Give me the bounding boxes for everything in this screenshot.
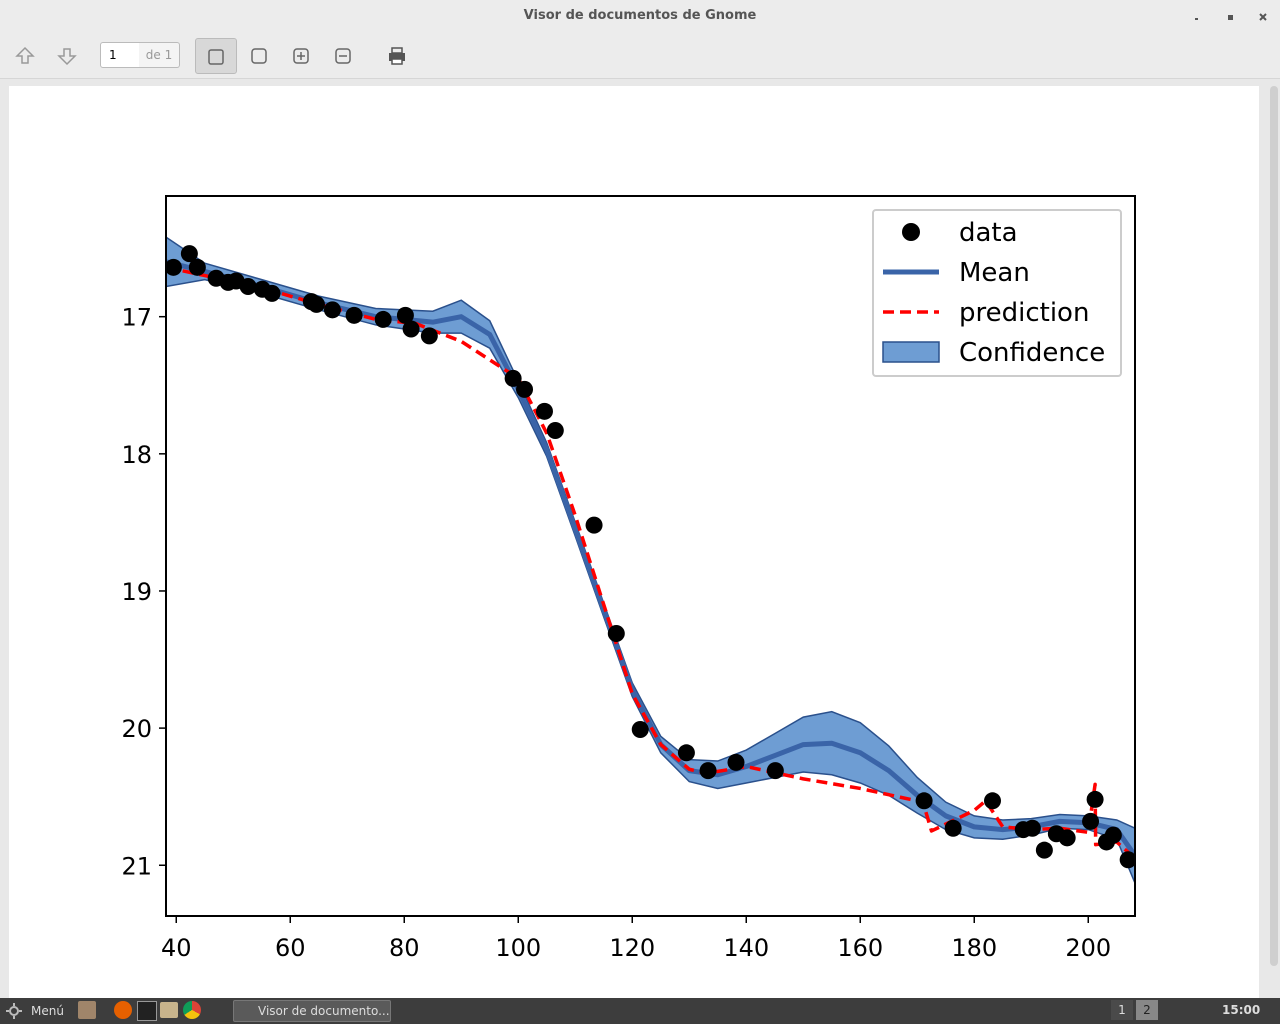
y-tick-label: 20 xyxy=(121,715,152,743)
x-tick-label: 120 xyxy=(609,934,655,962)
title-bar: Visor de documentos de Gnome xyxy=(0,0,1280,32)
data-point xyxy=(585,516,603,534)
data-point xyxy=(323,301,341,319)
data-point xyxy=(516,380,534,398)
x-tick-label: 40 xyxy=(161,934,192,962)
toolbar: 1 de 1 xyxy=(0,32,1280,79)
y-tick-label: 19 xyxy=(121,578,152,606)
next-page-button[interactable] xyxy=(48,40,84,70)
data-point xyxy=(984,792,1001,810)
window-title: Visor de documentos de Gnome xyxy=(523,8,757,23)
data-point xyxy=(1104,826,1122,844)
data-point xyxy=(1119,851,1135,869)
y-tick-label: 21 xyxy=(121,852,152,880)
mean-line xyxy=(166,259,1135,858)
menu-icon xyxy=(6,1003,22,1019)
taskbar: Menú Visor de documento... 1 2 15:00 xyxy=(0,998,1280,1024)
data-point xyxy=(166,258,182,276)
data-point xyxy=(374,310,392,328)
data-point xyxy=(766,762,784,780)
page-count-text: de 1 xyxy=(145,48,173,62)
x-tick-label: 100 xyxy=(495,934,541,962)
y-tick-label: 17 xyxy=(121,304,152,332)
legend-marker xyxy=(902,223,920,241)
data-point xyxy=(915,792,933,810)
legend-label: Confidence xyxy=(959,338,1105,368)
data-point xyxy=(396,306,414,324)
data-point xyxy=(1086,790,1104,808)
data-point xyxy=(188,258,206,276)
launcher[interactable] xyxy=(160,1002,178,1018)
data-point xyxy=(180,245,198,263)
page-number: 1 xyxy=(109,48,117,62)
data-point xyxy=(677,744,695,762)
zoom-out-button[interactable] xyxy=(324,40,360,70)
data-point xyxy=(402,320,420,338)
data-point xyxy=(631,720,649,738)
launcher[interactable] xyxy=(137,1001,157,1021)
print-button[interactable] xyxy=(378,40,414,70)
data-point xyxy=(239,278,257,296)
clock: 15:00 xyxy=(1222,1003,1261,1017)
plot-area xyxy=(166,236,1135,884)
page-entry[interactable]: 1 xyxy=(100,42,140,68)
scrollbar[interactable] xyxy=(1270,86,1278,966)
zoom-in-button[interactable] xyxy=(282,40,318,70)
chart: 40 60 80 100 120 140 160 180 200 17 18 19 20 21 data Me… xyxy=(121,195,1136,962)
x-tick-label: 140 xyxy=(723,934,769,962)
task-button[interactable]: Visor de documento... xyxy=(233,1000,391,1022)
legend-marker xyxy=(882,341,940,363)
x-tick-label: 80 xyxy=(389,934,420,962)
data-point xyxy=(420,327,438,345)
data-point xyxy=(944,819,962,837)
data-point xyxy=(263,284,281,302)
data-point xyxy=(1035,841,1053,859)
data-point xyxy=(699,762,717,780)
x-tick-label: 200 xyxy=(1065,934,1111,962)
legend-label: data xyxy=(959,218,1018,248)
y-tick-label: 18 xyxy=(121,441,152,469)
x-tick-label: 180 xyxy=(951,934,997,962)
data-point xyxy=(1082,812,1100,830)
workspace-label: 1 xyxy=(1118,1003,1126,1017)
data-point xyxy=(1023,819,1041,837)
prev-page-button[interactable] xyxy=(6,40,42,70)
workspace-label: 2 xyxy=(1143,1003,1151,1017)
data-point xyxy=(504,369,522,387)
launcher[interactable] xyxy=(78,1001,96,1019)
data-point xyxy=(1058,829,1076,847)
prediction-line xyxy=(166,265,1135,860)
launcher[interactable] xyxy=(183,1001,201,1019)
window-controls[interactable] xyxy=(1190,10,1270,24)
menu-label[interactable]: Menú xyxy=(31,1004,64,1018)
data-point xyxy=(535,402,553,420)
fit-page-button[interactable] xyxy=(195,38,237,74)
x-tick-label: 160 xyxy=(837,934,883,962)
x-tick-label: 60 xyxy=(275,934,306,962)
plot-frame xyxy=(165,195,1136,917)
launcher[interactable] xyxy=(114,1001,132,1019)
task-label: Visor de documento... xyxy=(258,1004,390,1018)
legend-label: prediction xyxy=(959,298,1089,328)
data-point xyxy=(546,422,564,440)
data-point xyxy=(345,306,363,324)
legend: data Mean prediction Confidence xyxy=(872,209,1122,377)
page-count: de 1 xyxy=(139,42,180,68)
data-point xyxy=(307,295,325,313)
data-point xyxy=(727,753,745,771)
workspace-button[interactable]: 1 xyxy=(1111,1000,1133,1020)
legend-box xyxy=(872,209,1122,377)
data-point xyxy=(607,624,625,642)
fit-width-button[interactable] xyxy=(240,40,276,70)
legend-label: Mean xyxy=(959,258,1030,288)
workspace-button[interactable]: 2 xyxy=(1136,1000,1158,1020)
